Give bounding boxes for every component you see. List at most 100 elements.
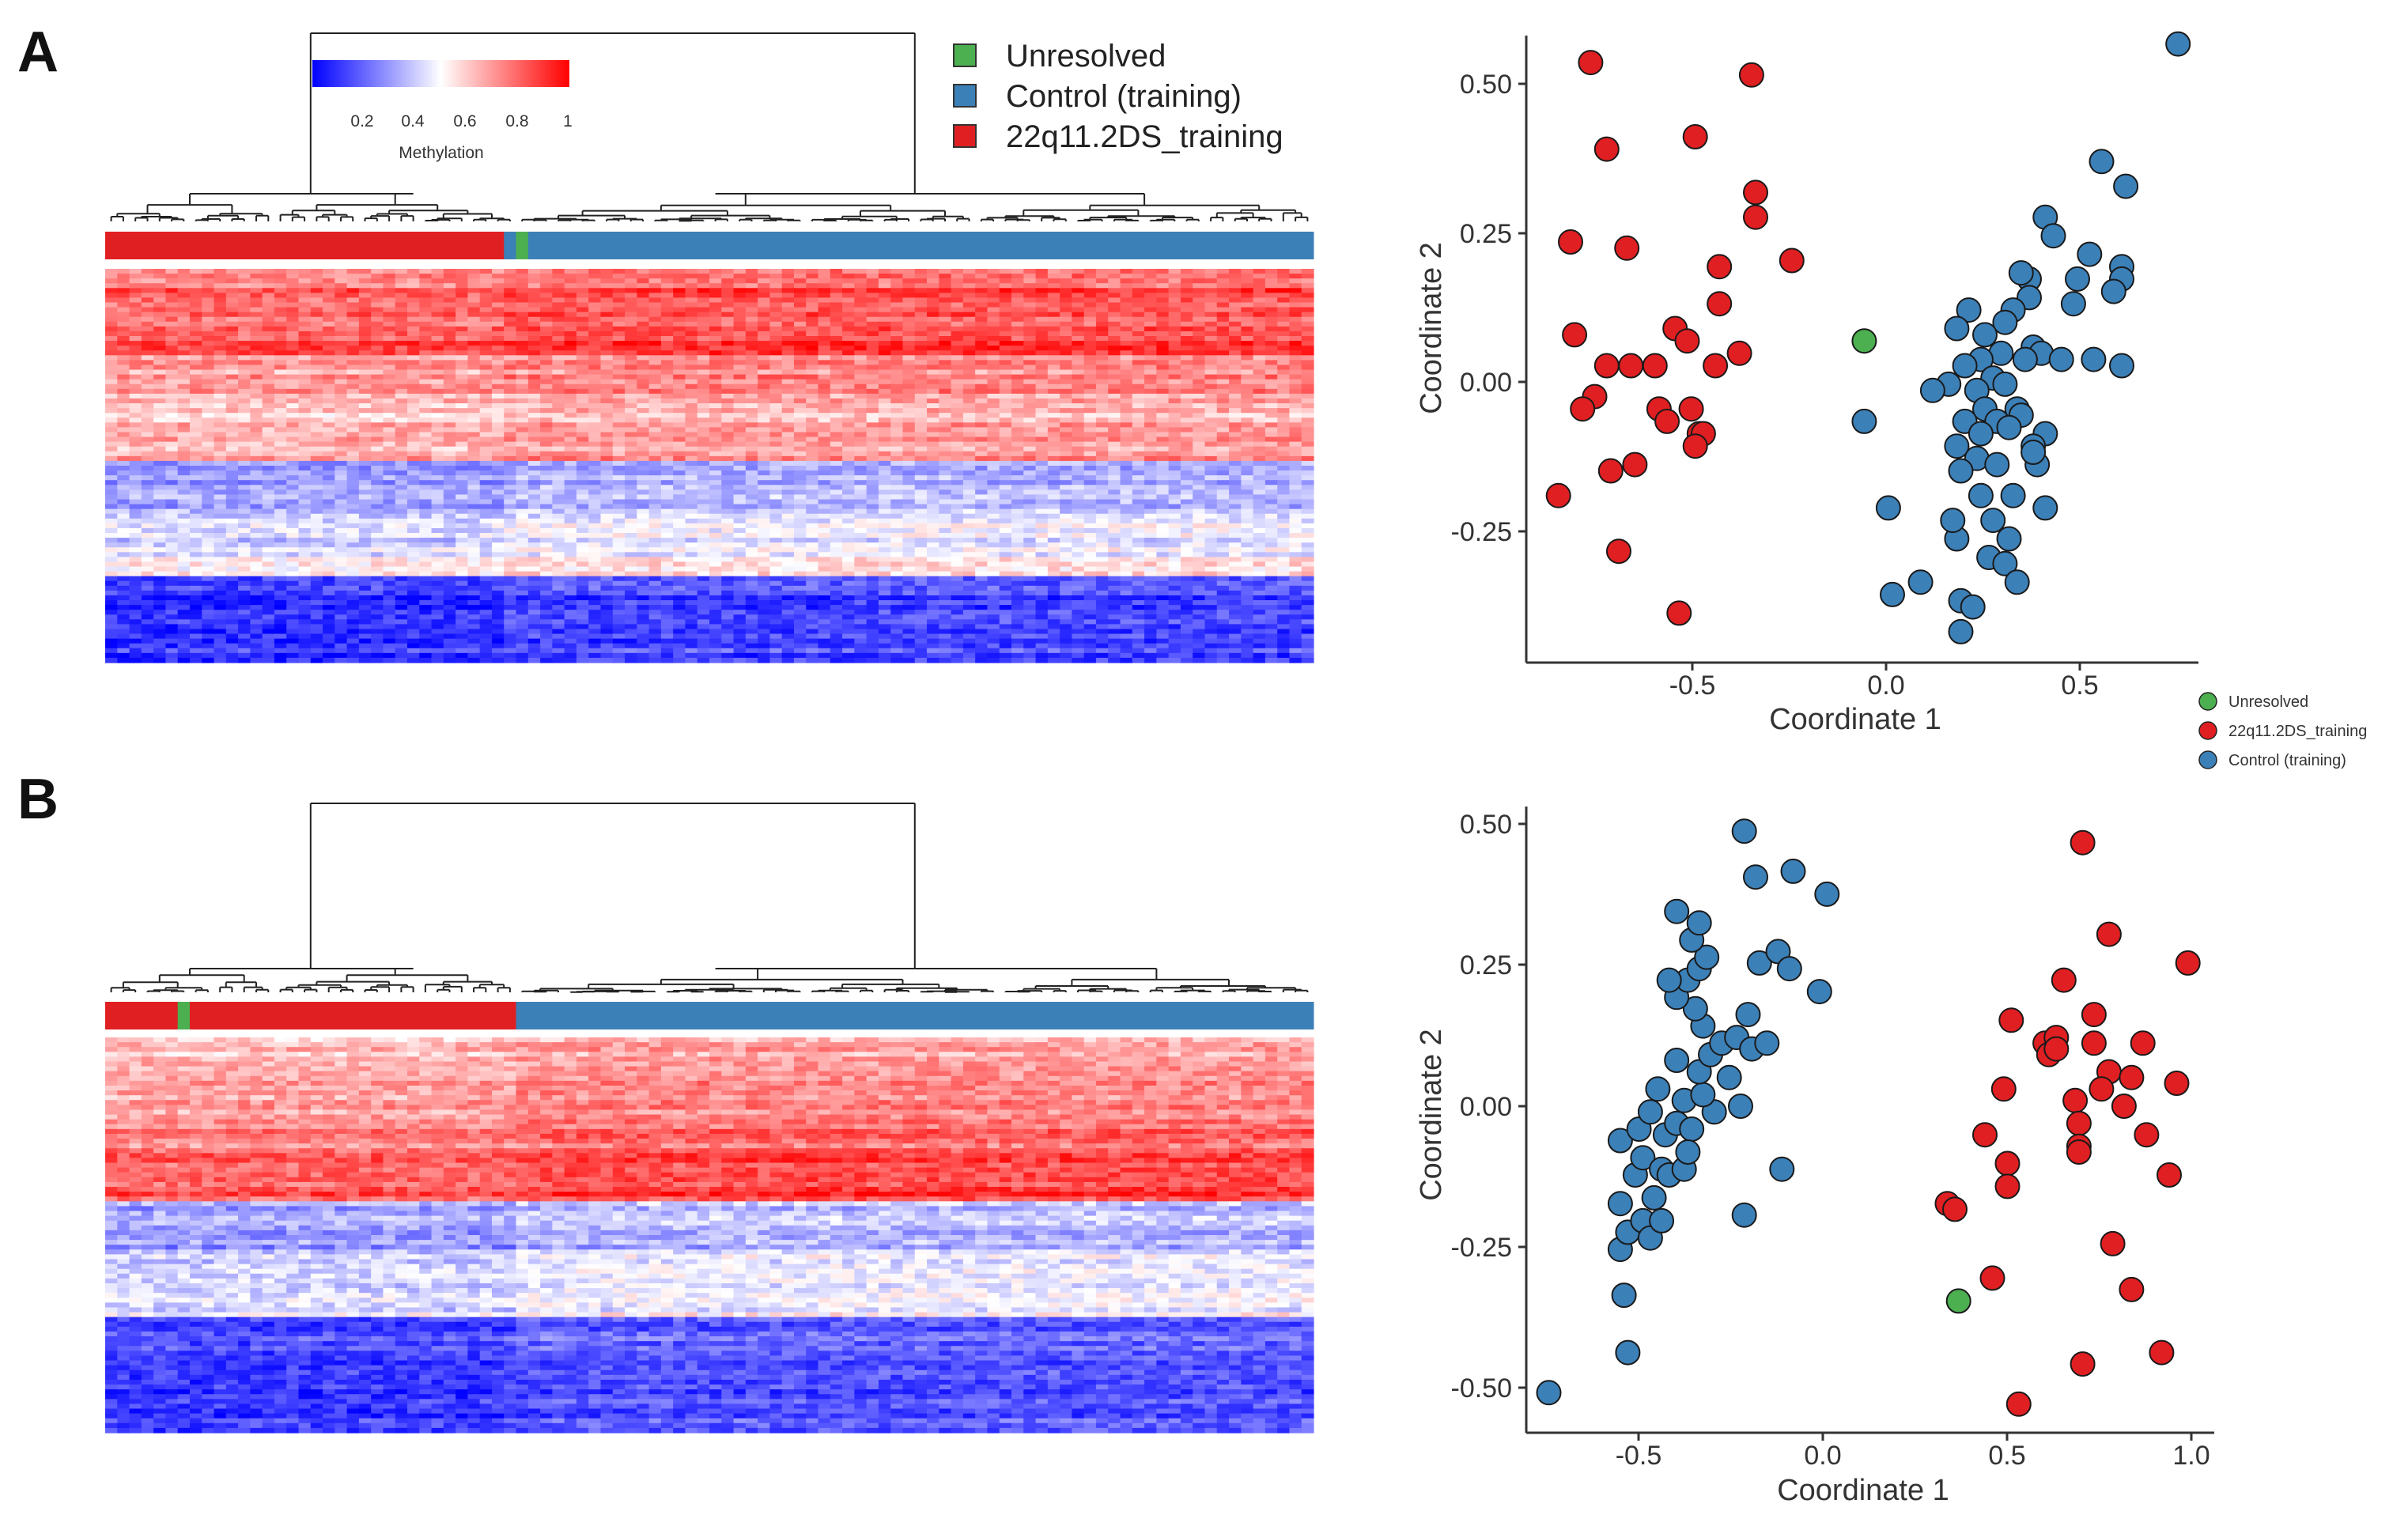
heatmap-cell — [371, 408, 384, 414]
heatmap-cell — [962, 432, 976, 438]
heatmap-cell — [1277, 436, 1291, 443]
heatmap-cell — [1253, 432, 1266, 438]
heatmap-cell — [383, 432, 396, 438]
heatmap-cell — [673, 316, 686, 323]
heatmap-cell — [540, 475, 553, 481]
heatmap-cell — [1095, 489, 1109, 496]
heatmap-cell — [612, 504, 626, 510]
heatmap-cell — [1072, 326, 1085, 332]
heatmap-cell — [467, 470, 481, 476]
heatmap-cell — [830, 331, 843, 337]
heatmap-cell — [709, 432, 722, 438]
heatmap-cell — [818, 369, 831, 376]
heatmap-cell — [939, 499, 952, 505]
heatmap-cell — [927, 460, 939, 467]
heatmap-cell — [1216, 388, 1230, 395]
heatmap-cell — [1168, 355, 1181, 361]
heatmap-cell — [238, 480, 251, 485]
heatmap-cell — [1108, 383, 1121, 390]
heatmap-cell — [467, 369, 481, 376]
heatmap-cell — [806, 408, 819, 414]
heatmap-cell — [262, 374, 275, 380]
heatmap-cell — [987, 350, 1000, 356]
heatmap-cell — [504, 413, 517, 418]
heatmap-cell — [225, 403, 239, 409]
heatmap-cell — [1253, 365, 1266, 371]
heatmap-cell — [709, 360, 722, 366]
heatmap-cell — [419, 302, 433, 308]
heatmap-cell — [612, 369, 626, 376]
heatmap-cell — [443, 422, 456, 429]
heatmap-cell — [407, 336, 420, 342]
heatmap-cell — [504, 451, 517, 457]
heatmap-cell — [129, 485, 142, 490]
heatmap-cell — [346, 269, 360, 274]
heatmap-cell — [516, 446, 529, 452]
heatmap-cell — [491, 365, 505, 371]
heatmap-cell — [902, 408, 916, 414]
heatmap-cell — [1180, 341, 1193, 346]
heatmap-cell — [637, 336, 650, 342]
heatmap-cell — [890, 302, 904, 308]
heatmap-cell — [371, 307, 384, 313]
heatmap-cell — [951, 369, 964, 376]
heatmap-cell — [346, 480, 360, 485]
heatmap-cell — [818, 383, 831, 390]
heatmap-cell — [637, 494, 650, 501]
heatmap-cell — [274, 321, 287, 327]
heatmap-cell — [1132, 283, 1145, 289]
heatmap-cell — [540, 436, 553, 443]
heatmap-cell — [902, 388, 916, 395]
heatmap-cell — [830, 360, 843, 366]
heatmap-cell — [262, 485, 275, 490]
heatmap-cell — [1060, 427, 1072, 433]
heatmap-cell — [552, 302, 565, 308]
heatmap-cell — [540, 336, 553, 342]
heatmap-cell — [854, 321, 868, 327]
heatmap-cell — [721, 283, 735, 289]
heatmap-cell — [214, 417, 227, 423]
heatmap-cell — [310, 269, 323, 274]
heatmap-cell — [407, 417, 420, 423]
heatmap-cell — [467, 374, 481, 380]
heatmap-cell — [250, 422, 263, 429]
heatmap-cell — [1301, 460, 1314, 467]
heatmap-cell — [346, 489, 360, 496]
heatmap-cell — [939, 369, 952, 376]
heatmap-cell — [951, 274, 964, 279]
heatmap-cell — [1072, 436, 1085, 443]
heatmap-cell — [600, 499, 614, 505]
heatmap-cell — [927, 302, 939, 308]
heatmap-cell — [1241, 350, 1254, 356]
heatmap-cell — [1180, 403, 1193, 409]
heatmap-cell — [371, 274, 384, 279]
heatmap-cell — [564, 432, 577, 438]
heatmap-cell — [576, 341, 589, 346]
heatmap-cell — [177, 355, 191, 361]
heatmap-cell — [999, 274, 1012, 279]
heatmap-cell — [335, 446, 348, 452]
heatmap-cell — [141, 485, 154, 490]
heatmap-cell — [1253, 417, 1266, 423]
heatmap-cell — [1301, 470, 1314, 476]
heatmap-cell — [153, 350, 166, 356]
heatmap-cell — [1023, 393, 1037, 399]
heatmap-cell — [165, 393, 179, 399]
heatmap-cell — [274, 427, 287, 433]
heatmap-cell — [1132, 374, 1145, 380]
heatmap-cell — [1289, 374, 1302, 380]
heatmap-cell — [709, 274, 722, 279]
heatmap-cell — [1132, 455, 1145, 462]
heatmap-cell — [625, 413, 637, 418]
heatmap-cell — [1108, 293, 1121, 299]
heatmap-cell — [165, 316, 179, 323]
heatmap-cell — [866, 417, 879, 423]
heatmap-cell — [298, 365, 312, 371]
heatmap-cell — [987, 475, 1000, 481]
heatmap-cell — [286, 274, 300, 279]
heatmap-cell — [1035, 393, 1049, 399]
heatmap-cell — [914, 494, 928, 501]
heatmap-cell — [335, 441, 348, 448]
heatmap-cell — [431, 341, 444, 346]
heatmap-cell — [1060, 269, 1072, 274]
